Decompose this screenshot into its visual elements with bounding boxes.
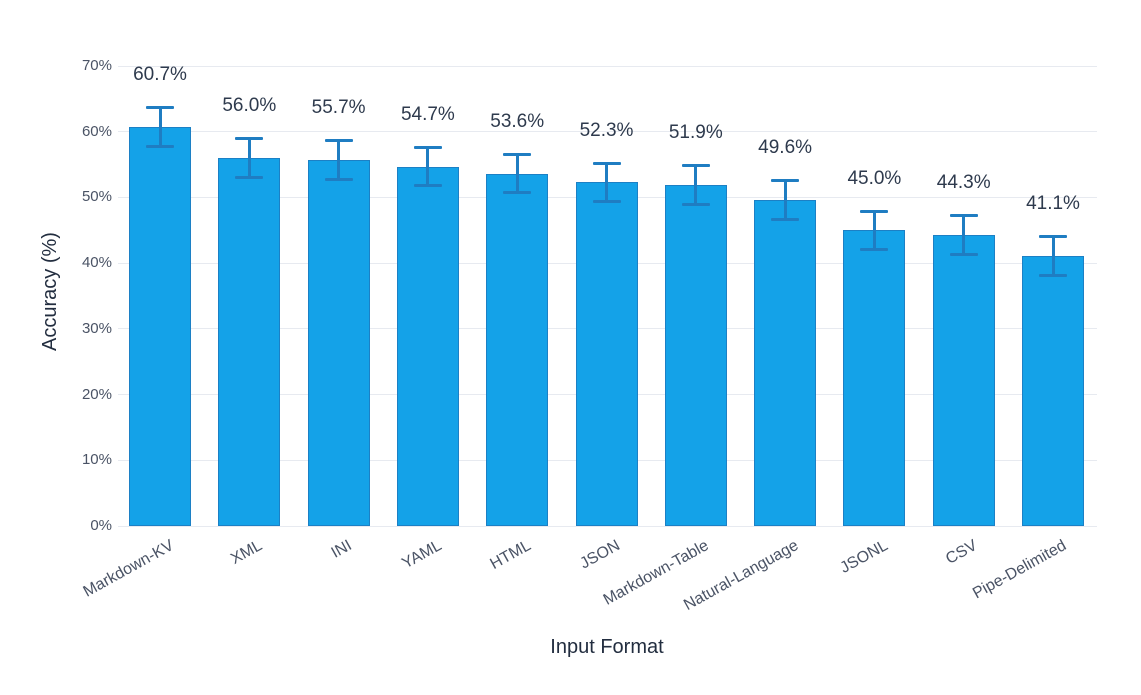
bar-CSV <box>932 234 995 526</box>
error-bar-cap-bottom <box>771 217 800 221</box>
x-tick-label: HTML <box>487 537 534 573</box>
y-tick-label: 0% <box>90 517 112 534</box>
error-bar-stem <box>247 138 251 178</box>
error-bar-cap-top <box>681 164 710 168</box>
bar-Pipe-Delimited <box>1022 255 1084 526</box>
error-bar-cap-bottom <box>1039 273 1067 277</box>
error-bar-cap-top <box>324 139 353 143</box>
error-bar-cap-bottom <box>413 184 442 188</box>
bar-value-label: 44.3% <box>936 172 991 194</box>
x-tick-label: JSON <box>577 537 623 573</box>
error-bar-cap-bottom <box>503 191 532 195</box>
x-tick-label: Pipe-Delimited <box>969 537 1070 603</box>
error-bar-stem <box>515 154 519 194</box>
error-bar-stem <box>783 180 787 220</box>
bar-value-label: 49.6% <box>758 137 813 159</box>
error-bar-cap-top <box>771 179 800 183</box>
bar-JSON <box>575 182 638 526</box>
y-axis-title: Accuracy (%) <box>39 232 61 351</box>
bar-value-label: 45.0% <box>847 167 902 189</box>
bar-value-label: 52.3% <box>579 119 634 141</box>
bar-value-label: 53.6% <box>490 111 545 133</box>
error-bar-cap-top <box>413 145 442 149</box>
gridline-60% <box>118 131 1097 133</box>
bar-Markdown-Table <box>664 184 727 526</box>
bar-HTML <box>486 173 549 526</box>
error-bar-cap-top <box>1039 235 1067 239</box>
bar-YAML <box>396 166 459 526</box>
bar-value-label: 55.7% <box>311 97 366 119</box>
bar-value-label: 51.9% <box>668 122 723 144</box>
error-bar-cap-top <box>949 214 978 218</box>
error-bar-stem <box>158 107 162 147</box>
x-tick-label: JSONL <box>837 537 891 577</box>
bar-value-label: 54.7% <box>400 103 455 125</box>
bar-Natural-Language <box>754 200 817 526</box>
y-tick-label: 20% <box>81 385 112 403</box>
error-bar-stem <box>605 162 608 203</box>
y-tick-label: 40% <box>81 254 112 272</box>
error-bar-cap-bottom <box>146 144 174 148</box>
error-bar-cap-top <box>146 106 174 110</box>
error-bar-stem <box>337 140 341 180</box>
error-bar-cap-bottom <box>235 175 264 179</box>
bar-INI <box>307 159 370 526</box>
error-bar-cap-bottom <box>860 248 889 251</box>
bar-XML <box>218 158 281 526</box>
error-bar-cap-top <box>503 153 532 157</box>
y-tick-label: 50% <box>81 188 112 206</box>
error-bar-stem <box>426 146 430 187</box>
error-bar-stem <box>1051 236 1055 276</box>
x-tick-label: YAML <box>398 537 445 573</box>
bar-JSONL <box>843 230 906 526</box>
x-tick-label: INI <box>328 537 355 562</box>
x-axis-title: Input Format <box>550 636 664 658</box>
error-bar-cap-top <box>235 137 264 141</box>
error-bar-cap-bottom <box>324 177 353 181</box>
x-tick-label: Markdown-KV <box>80 537 177 601</box>
bar-Markdown-KV <box>129 127 191 526</box>
y-tick-label: 70% <box>81 57 112 74</box>
gridline-70% <box>118 65 1097 67</box>
x-tick-label: XML <box>228 537 266 568</box>
error-bar-cap-bottom <box>592 200 621 204</box>
y-tick-label: 10% <box>81 451 112 469</box>
bar-value-label: 56.0% <box>222 95 277 117</box>
error-bar-stem <box>694 165 698 205</box>
bar-value-label: 60.7% <box>133 64 187 86</box>
error-bar-stem <box>962 215 966 255</box>
x-tick-label: CSV <box>942 537 980 568</box>
error-bar-cap-top <box>860 209 889 213</box>
bar-value-label: 41.1% <box>1026 193 1080 215</box>
error-bar-stem <box>872 210 876 250</box>
y-tick-label: 60% <box>81 122 112 140</box>
y-tick-label: 30% <box>81 319 112 337</box>
error-bar-cap-bottom <box>681 202 710 206</box>
error-bar-cap-top <box>592 161 621 165</box>
gridline-0% <box>118 525 1097 527</box>
error-bar-cap-bottom <box>949 252 978 256</box>
